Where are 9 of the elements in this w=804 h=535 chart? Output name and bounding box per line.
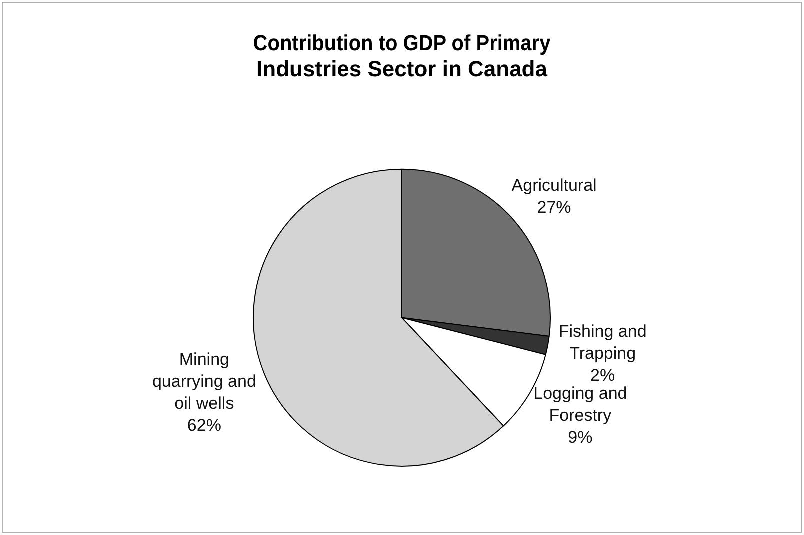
data-label: 62% [187, 416, 222, 435]
slice-label: Agricultural [512, 176, 597, 195]
data-label: 2% [590, 366, 616, 385]
slice-label: Logging and Forestry [534, 384, 628, 426]
slice-label: Fishing and Trapping [558, 322, 647, 363]
data-label: 9% [568, 428, 593, 448]
slice-label: Mining quarrying and oil wells [152, 350, 256, 413]
data-label: 27% [537, 198, 572, 217]
chart-title: Contribution to GDP of Primary Industries Sector in Canada [253, 31, 552, 82]
